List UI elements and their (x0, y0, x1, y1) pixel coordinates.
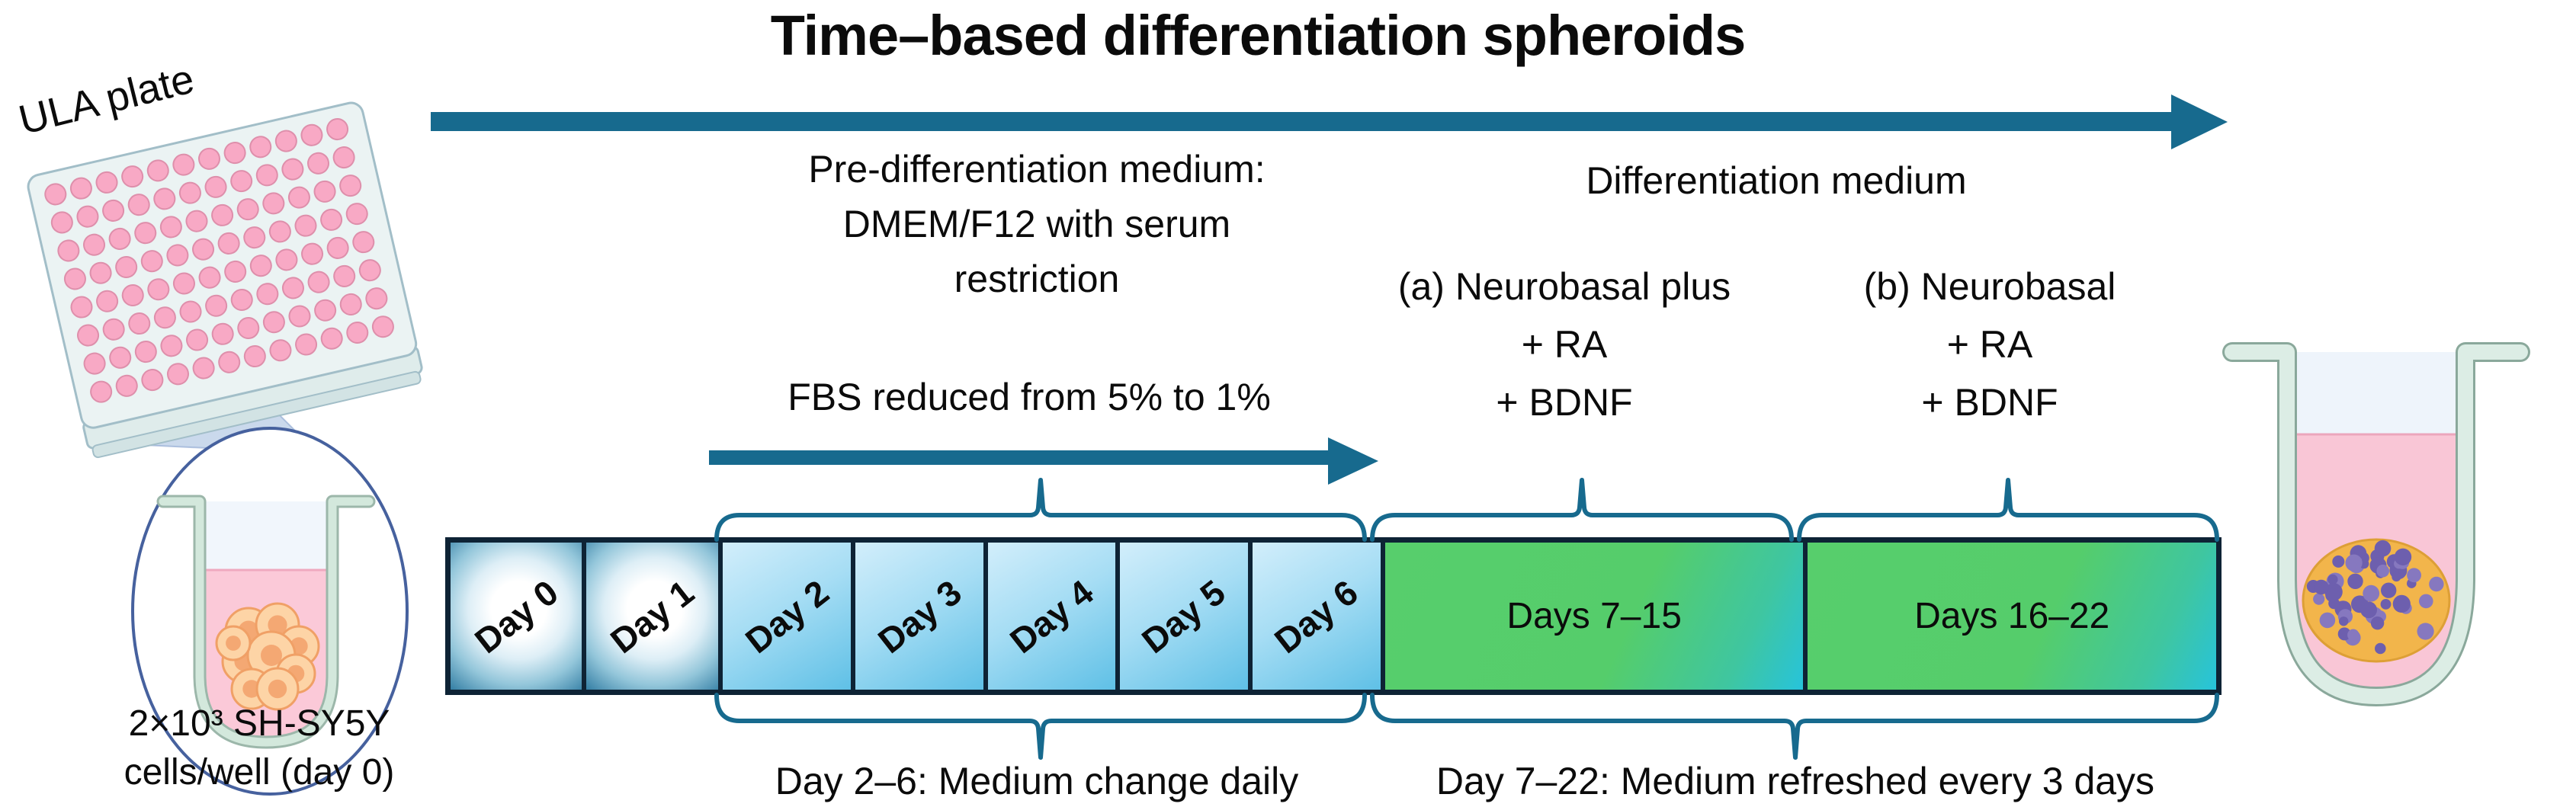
spheroid-well-headspace (2279, 352, 2473, 434)
timeline-day-1: Day 1 (582, 543, 718, 690)
option-b-line1: (b) Neurobasal (1863, 265, 2116, 308)
timeline-phase-16-22: Days 16–22 (1803, 543, 2216, 690)
fbs-gradient-arrow (709, 437, 1378, 485)
timeline-day-2-label: Day 2 (737, 572, 836, 661)
seeding-caption-line1: 2×10³ SH-SY5Y (128, 703, 390, 744)
well-magnified-view (120, 424, 419, 799)
option-a-line3: + BDNF (1496, 381, 1633, 424)
seeded-cells-cluster (215, 602, 320, 711)
differentiation-option-b: (b) Neurobasal + RA + BDNF (1799, 258, 2180, 431)
timeline-day-3-label: Day 3 (870, 572, 969, 661)
ula-plate-icon (27, 101, 423, 459)
timeline-day-1-label: Day 1 (603, 572, 701, 661)
seeding-caption-line2: cells/well (day 0) (124, 752, 395, 793)
brace-top-day2-6 (714, 478, 1367, 542)
option-b-line2: + RA (1946, 323, 2033, 366)
plate-bottom-layer (91, 370, 422, 459)
pre-differentiation-heading: Pre-differentiation medium: DMEM/F12 wit… (694, 142, 1380, 306)
brace-top-days16-22 (1797, 478, 2219, 542)
prediff-line1: Pre-differentiation medium: (808, 148, 1266, 191)
timeline-day-2: Day 2 (717, 543, 852, 690)
option-b-line3: + BDNF (1921, 381, 2058, 424)
timeline-day-4-label: Day 4 (1002, 572, 1101, 661)
timeline-day-0: Day 0 (451, 543, 582, 690)
timeline-day-4: Day 4 (983, 543, 1116, 690)
timeline-day-6: Day 6 (1247, 543, 1381, 690)
timeline-day-0-label: Day 0 (467, 572, 566, 661)
spheroid-well-icon (2222, 342, 2530, 706)
timeline-phase-7-15: Days 7–15 (1380, 543, 1804, 690)
note-daily-change: Day 2–6: Medium change daily (775, 760, 1299, 802)
page-title: Time–based differentiation spheroids (770, 4, 1746, 67)
fbs-note: FBS reduced from 5% to 1% (788, 376, 1271, 418)
spheroid-cell-dots (2306, 540, 2444, 655)
brace-top-days7-15 (1370, 478, 1794, 542)
differentiated-spheroid-well (2220, 326, 2533, 753)
ula-plate-illustration (11, 72, 438, 476)
timeline-day-6-label: Day 6 (1267, 572, 1366, 661)
spheroid-well-wall (2225, 344, 2528, 704)
spheroid (2302, 538, 2451, 663)
magnifier-icon (131, 427, 409, 796)
well-headspace (201, 501, 332, 570)
differentiation-heading: Differentiation medium (1586, 159, 1967, 202)
timeline-phase-16-22-label: Days 16–22 (1914, 596, 2110, 636)
option-a-line1: (a) Neurobasal plus (1397, 265, 1731, 308)
note-refresh: Day 7–22: Medium refreshed every 3 days (1436, 760, 2155, 802)
timeline-day-3: Day 3 (851, 543, 983, 690)
seeding-caption: 2×10³ SH-SY5Y cells/well (day 0) (61, 700, 457, 797)
plate-wells-grid (44, 118, 394, 403)
differentiation-option-a: (a) Neurobasal plus + RA + BDNF (1374, 258, 1755, 431)
timeline: Day 0 Day 1 Day 2 Day 3 Day 4 Day 5 Day … (445, 537, 2222, 695)
prediff-line3: restriction (954, 258, 1120, 300)
brace-bottom-day2-6 (714, 693, 1367, 760)
brace-bottom-day7-22 (1370, 693, 2219, 760)
option-a-line2: + RA (1521, 323, 1608, 366)
prediff-line2: DMEM/F12 with serum (842, 203, 1231, 245)
timeline-day-5-label: Day 5 (1134, 572, 1233, 661)
well-wall (159, 497, 374, 747)
timeline-phase-7-15-label: Days 7–15 (1506, 596, 1682, 636)
timeline-day-5: Day 5 (1115, 543, 1248, 690)
